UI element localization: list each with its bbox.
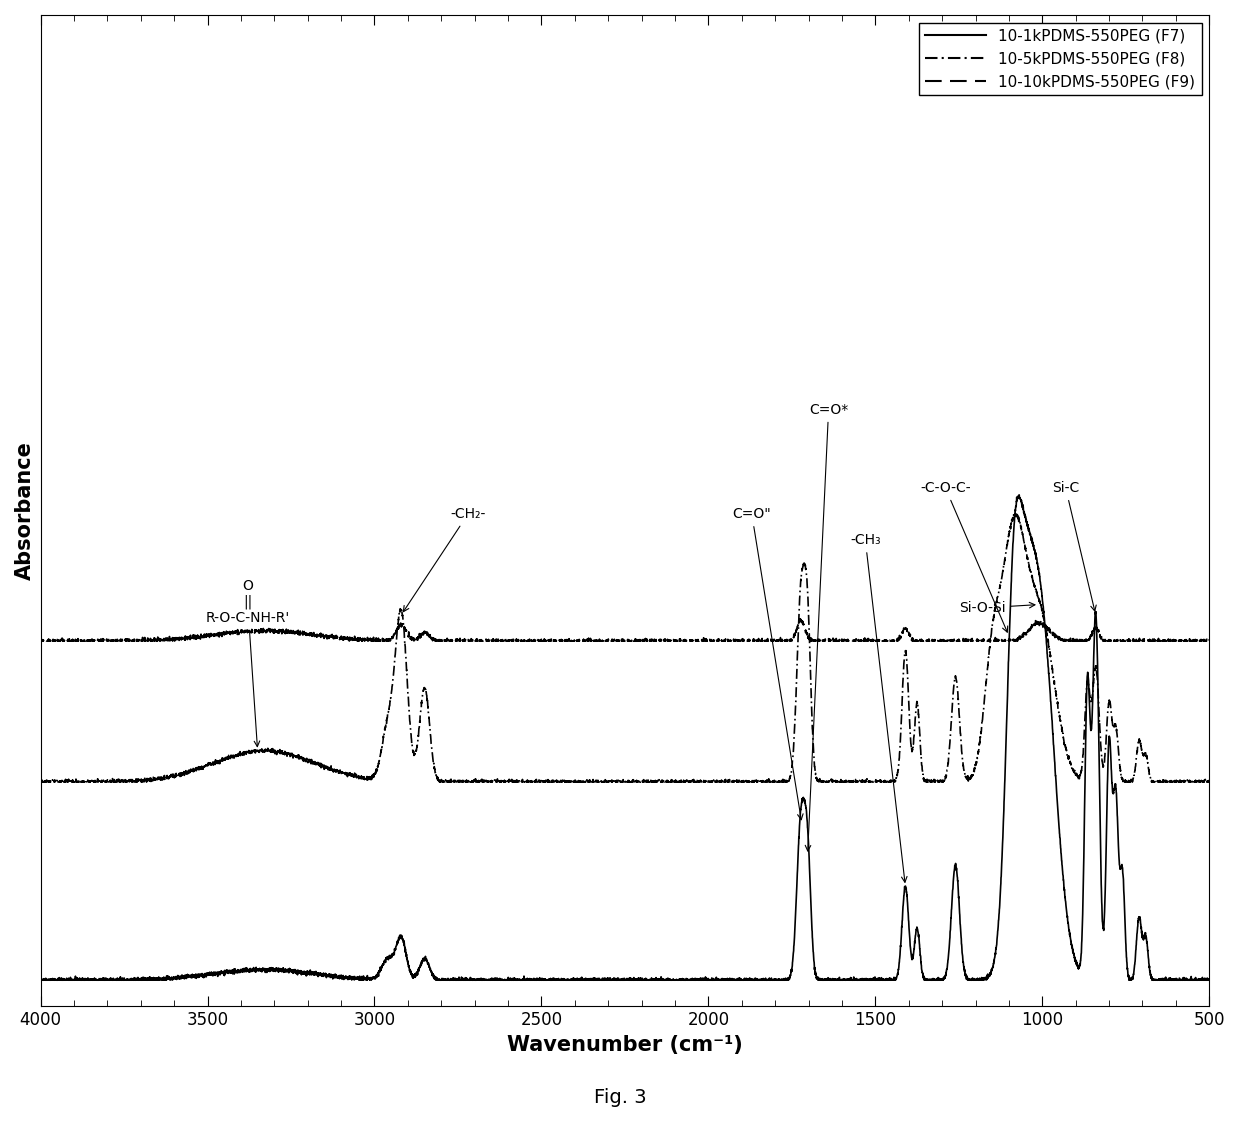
Legend: 10-1kPDMS-550PEG (F7), 10-5kPDMS-550PEG (F8), 10-10kPDMS-550PEG (F9): 10-1kPDMS-550PEG (F7), 10-5kPDMS-550PEG … [919, 23, 1202, 95]
Text: O
||
R-O-C-NH-R': O || R-O-C-NH-R' [206, 579, 290, 747]
Text: Fig. 3: Fig. 3 [594, 1089, 646, 1108]
Text: Si-C: Si-C [1052, 481, 1096, 611]
Y-axis label: Absorbance: Absorbance [15, 441, 35, 580]
Text: -CH₂-: -CH₂- [403, 507, 486, 611]
Text: C=O*: C=O* [805, 403, 848, 851]
Text: C=O": C=O" [733, 507, 804, 820]
Text: -C-O-C-: -C-O-C- [920, 481, 1008, 632]
Text: -CH₃: -CH₃ [849, 534, 906, 883]
X-axis label: Wavenumber (cm⁻¹): Wavenumber (cm⁻¹) [507, 1035, 743, 1055]
Text: Si-O-Si: Si-O-Si [959, 601, 1035, 615]
